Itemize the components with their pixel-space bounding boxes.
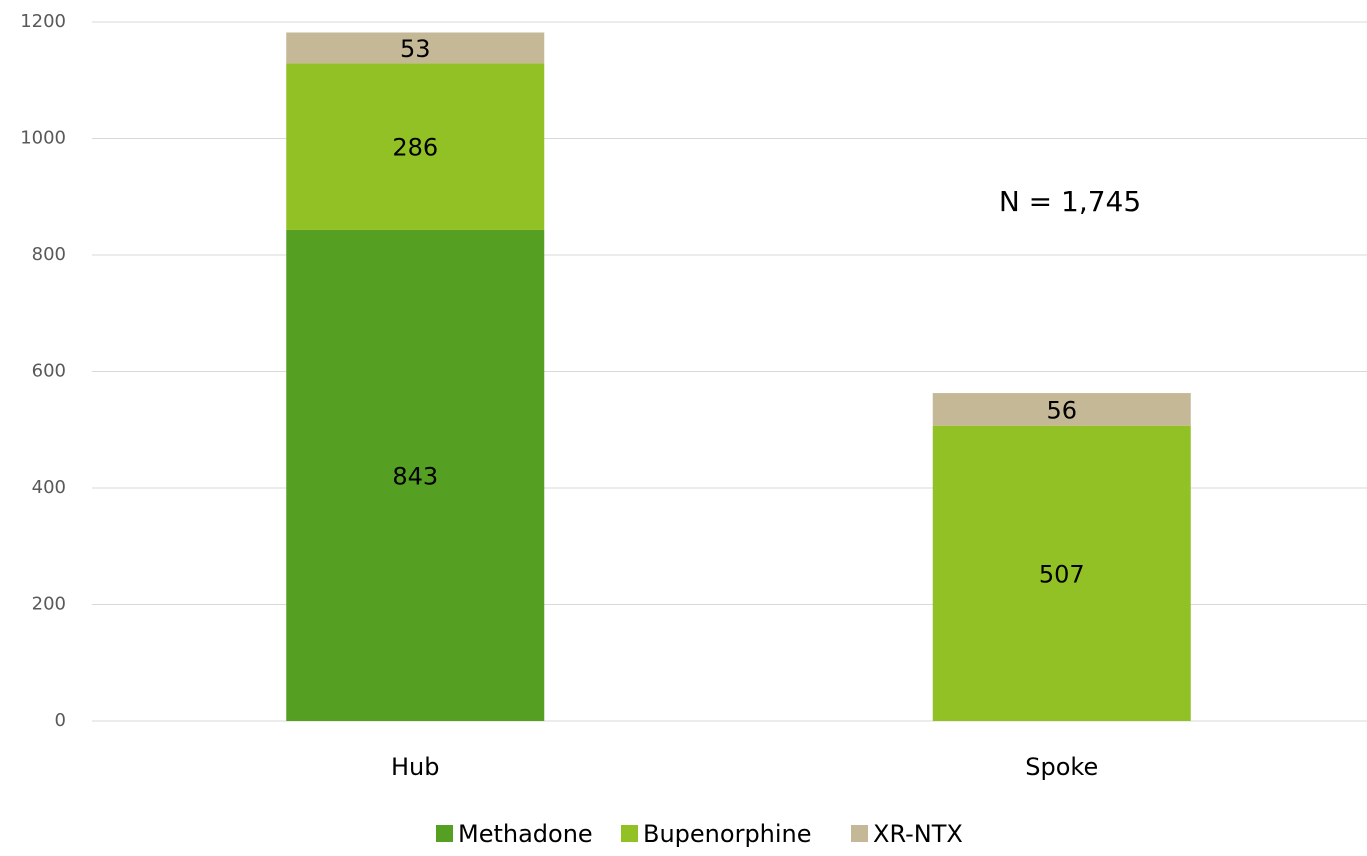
legend-label: Methadone [458,820,593,848]
legend-label: Bupenorphine [643,820,812,848]
y-tick-label: 400 [32,477,66,498]
y-tick-label: 1200 [20,11,66,32]
y-tick-label: 600 [32,361,66,382]
x-tick-label: Spoke [1025,753,1098,781]
legend-swatch [436,825,453,842]
legend-label: XR-NTX [873,820,963,848]
legend-swatch [621,825,638,842]
data-label: 53 [400,35,431,63]
data-label: 56 [1046,396,1077,424]
y-tick-label: 800 [32,244,66,265]
bar-segment [286,32,545,64]
y-tick-label: 0 [55,710,66,731]
data-label: 507 [1039,560,1085,588]
y-tick-label: 200 [32,594,66,615]
legend-swatch [851,825,868,842]
bar-segment [932,393,1191,426]
x-tick-label: Hub [391,753,440,781]
bar-segment [932,425,1191,721]
bar-segment [286,229,545,721]
bar-segment [286,63,545,230]
data-label: 286 [392,134,438,162]
annotation: N = 1,745 [999,185,1141,218]
y-tick-label: 1000 [20,128,66,149]
data-label: 843 [392,462,438,490]
